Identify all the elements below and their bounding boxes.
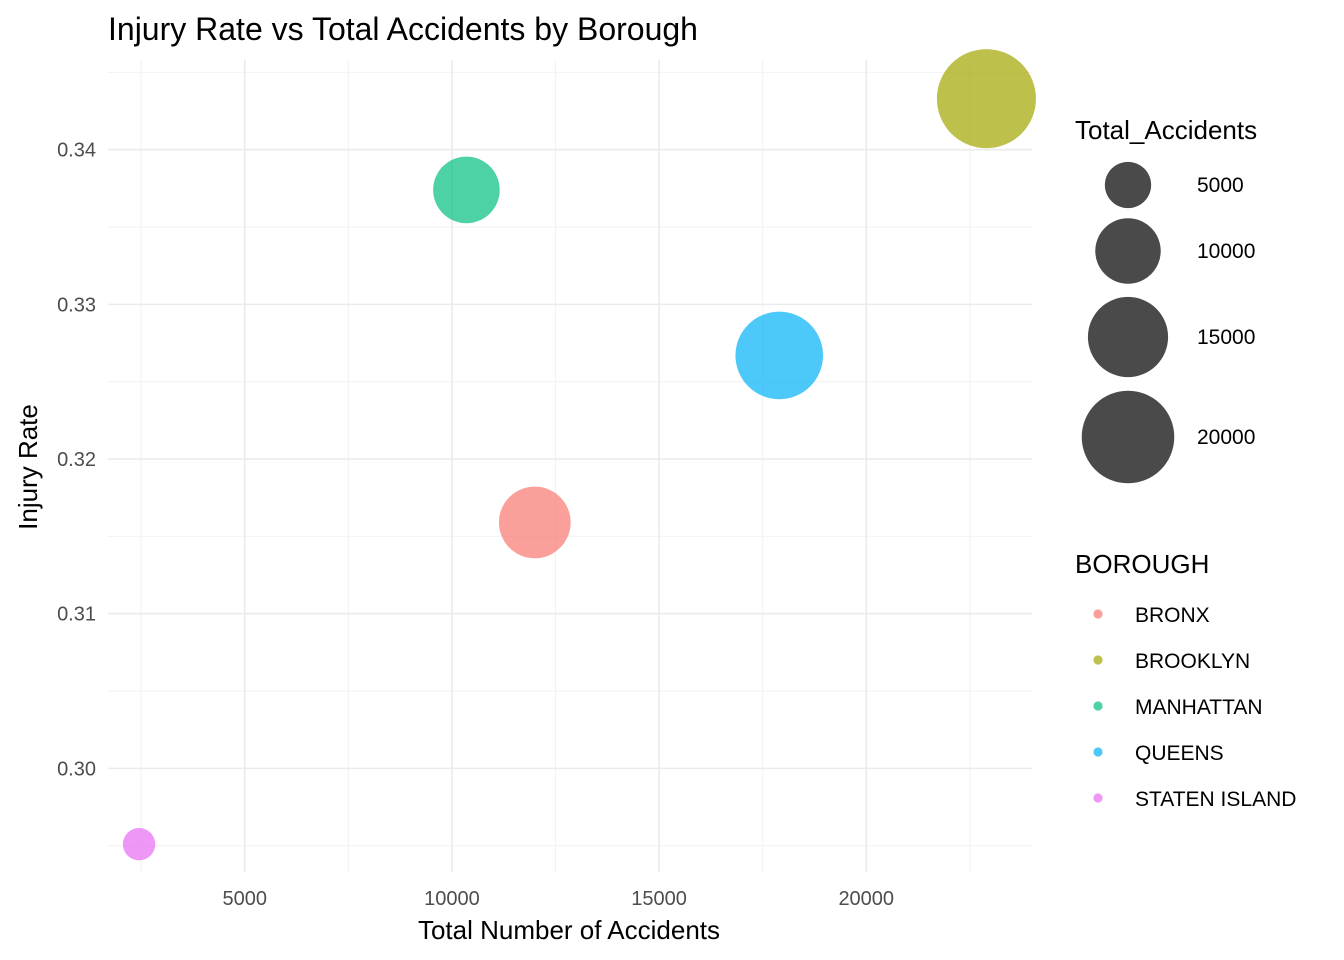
size-legend-label: 20000 bbox=[1197, 426, 1255, 449]
color-legend-label: QUEENS bbox=[1135, 742, 1224, 765]
point-bronx bbox=[498, 486, 571, 559]
size-legend-key bbox=[1087, 296, 1169, 378]
chart-title: Injury Rate vs Total Accidents by Boroug… bbox=[108, 11, 698, 47]
size-legend-label: 5000 bbox=[1197, 174, 1244, 197]
y-tick-label: 0.34 bbox=[57, 140, 96, 162]
y-axis-ticks: 0.30 0.31 0.32 0.33 0.34 bbox=[57, 140, 96, 781]
y-tick-label: 0.30 bbox=[57, 758, 96, 780]
point-queens bbox=[735, 311, 824, 400]
color-legend-label: STATEN ISLAND bbox=[1135, 788, 1296, 811]
color-legend-label: BROOKLYN bbox=[1135, 650, 1250, 673]
size-legend-key bbox=[1095, 218, 1161, 284]
data-points bbox=[122, 49, 1036, 861]
size-legend-key bbox=[1104, 161, 1152, 209]
y-axis-title: Injury Rate bbox=[13, 404, 43, 530]
size-legend: Total_Accidents 5000 10000 15000 20000 bbox=[1075, 115, 1257, 484]
x-axis-title: Total Number of Accidents bbox=[418, 915, 720, 945]
point-manhattan bbox=[433, 156, 500, 224]
color-legend-label: BRONX bbox=[1135, 604, 1210, 627]
color-legend-title: BOROUGH bbox=[1075, 549, 1209, 579]
color-legend: BOROUGH BRONX BROOKLYN MANHATTAN QUEENS STAT… bbox=[1075, 549, 1296, 811]
point-brooklyn bbox=[936, 49, 1036, 149]
size-legend-title: Total_Accidents bbox=[1075, 115, 1257, 145]
color-legend-label: MANHATTAN bbox=[1135, 696, 1263, 719]
y-tick-label: 0.32 bbox=[57, 449, 96, 471]
grid bbox=[108, 60, 1032, 872]
x-axis-ticks: 5000 10000 15000 20000 bbox=[222, 888, 894, 910]
size-legend-key bbox=[1081, 390, 1175, 484]
color-legend-key bbox=[1093, 609, 1103, 619]
size-legend-label: 10000 bbox=[1197, 240, 1255, 263]
color-legend-key bbox=[1093, 793, 1103, 803]
color-legend-key bbox=[1093, 747, 1103, 757]
x-tick-label: 15000 bbox=[631, 888, 687, 910]
x-tick-label: 5000 bbox=[222, 888, 267, 910]
y-tick-label: 0.31 bbox=[57, 604, 96, 626]
color-legend-key bbox=[1093, 701, 1103, 711]
color-legend-key bbox=[1093, 655, 1103, 665]
size-legend-label: 15000 bbox=[1197, 326, 1255, 349]
point-staten-island bbox=[122, 827, 156, 861]
y-tick-label: 0.33 bbox=[57, 294, 96, 316]
x-tick-label: 10000 bbox=[424, 888, 480, 910]
x-tick-label: 20000 bbox=[838, 888, 894, 910]
